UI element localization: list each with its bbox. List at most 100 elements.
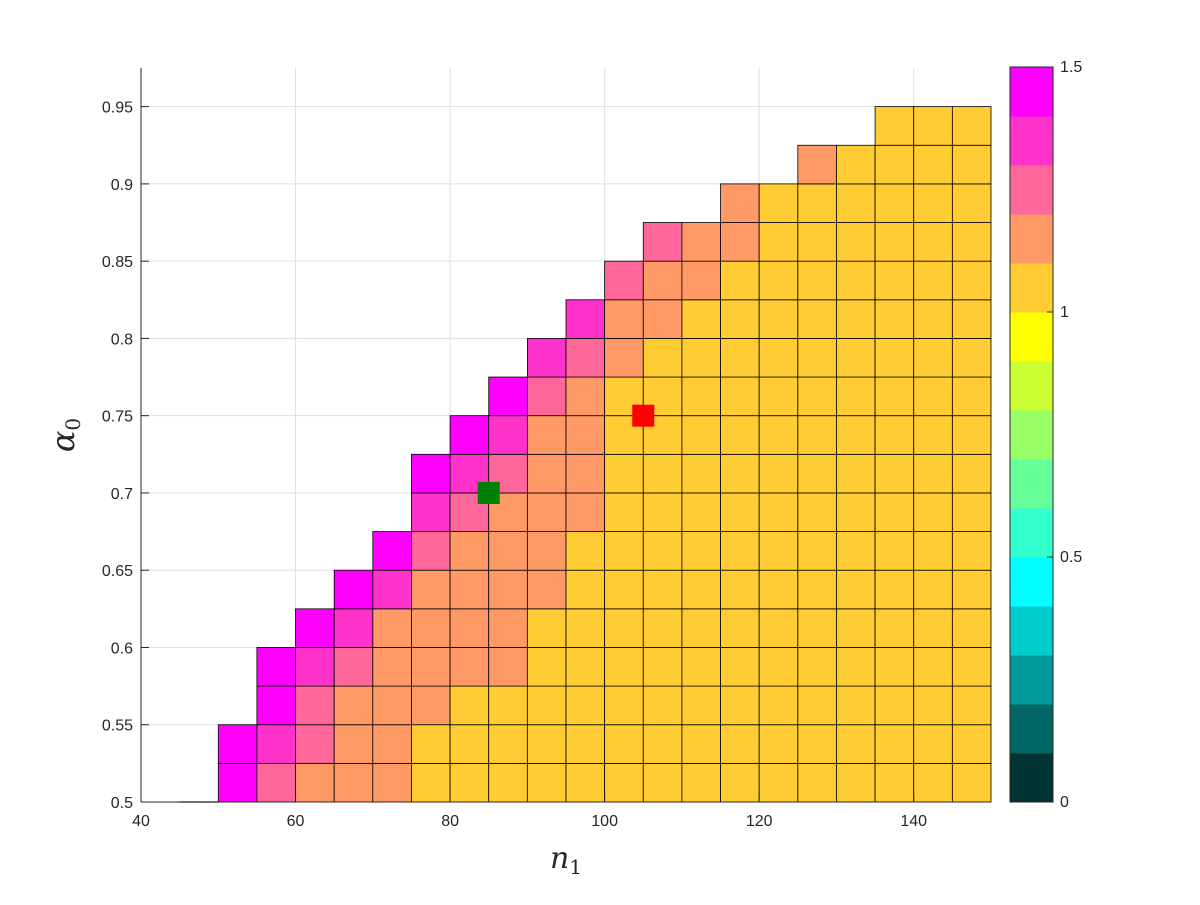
heatmap-cell: [913, 724, 953, 764]
colorbar-tick-label: 1.5: [1060, 59, 1082, 76]
heatmap-cell: [951, 453, 992, 494]
heatmap-cell: [797, 608, 837, 648]
x-axis-title: n1: [550, 841, 582, 879]
heatmap-cell: [758, 531, 799, 571]
y-tick-label: 0.85: [102, 254, 133, 271]
colorbar-segment: [1010, 655, 1053, 705]
heatmap-cell: [720, 531, 760, 571]
heatmap-cell: [836, 415, 876, 455]
y-tick-label: 0.65: [102, 563, 133, 580]
heatmap-cell: [720, 376, 760, 417]
colorbar-segment: [1010, 165, 1053, 215]
heatmap-cell: [874, 260, 915, 301]
heatmap-cell: [720, 338, 760, 378]
heatmap-cell: [913, 453, 953, 494]
y-axis-title-group: α0: [44, 418, 85, 452]
heatmap-cell: [642, 647, 683, 687]
heatmap-cell: [720, 299, 760, 339]
heatmap-cell: [526, 453, 567, 494]
colorbar-segment: [1010, 459, 1053, 509]
heatmap-cell: [797, 685, 837, 726]
heatmap-cell: [604, 492, 644, 532]
heatmap-cell: [874, 569, 915, 610]
heatmap-cell: [642, 453, 683, 494]
heatmap-cell: [526, 338, 567, 378]
heatmap-cell: [797, 415, 837, 455]
heatmap-cell: [720, 724, 760, 764]
heatmap-cell: [488, 376, 528, 417]
heatmap-cell: [836, 724, 876, 764]
heatmap-cell: [951, 569, 992, 610]
heatmap-cell: [797, 724, 837, 764]
heatmap-cell: [874, 608, 915, 648]
heatmap-cell: [295, 608, 335, 648]
heatmap-cell: [565, 415, 606, 455]
heatmap-cell: [372, 531, 412, 571]
colorbar-segment: [1010, 312, 1053, 362]
heatmap-cell: [681, 685, 721, 726]
heatmap-cell: [874, 222, 915, 262]
heatmap-cell: [797, 299, 837, 339]
heatmap-cell: [681, 569, 721, 610]
y-tick-label: 0.7: [111, 486, 133, 503]
heatmap-cell: [720, 685, 760, 726]
colorbar: 0 0.5 1 1.5: [1009, 59, 1082, 811]
heatmap-cell: [604, 260, 644, 301]
heatmap-cell: [681, 222, 721, 262]
heatmap-cell: [874, 531, 915, 571]
heatmap-cell: [874, 376, 915, 417]
heatmap-cell: [758, 685, 799, 726]
heatmap-cell: [488, 531, 528, 571]
heatmap-cell: [836, 492, 876, 532]
heatmap-cell: [449, 608, 490, 648]
heatmap-cell: [758, 492, 799, 532]
heatmap-cell: [758, 647, 799, 687]
heatmap-cell: [217, 762, 258, 803]
colorbar-segment: [1010, 116, 1053, 166]
y-axis-title: α0: [44, 418, 85, 452]
heatmap-cell: [758, 415, 799, 455]
heatmap-cell: [333, 724, 374, 764]
heatmap-cell: [836, 608, 876, 648]
heatmap-cell: [565, 569, 606, 610]
heatmap-cell: [874, 106, 915, 146]
heatmap-cell: [565, 338, 606, 378]
heatmap-cell: [720, 415, 760, 455]
heatmap-cell: [488, 608, 528, 648]
heatmap-cell: [720, 183, 760, 223]
heatmap-cell: [449, 762, 490, 803]
heatmap-cell: [874, 144, 915, 185]
heatmap-cell: [836, 531, 876, 571]
colorbar-tick-label: 0.5: [1060, 549, 1082, 566]
heatmap-cell: [642, 608, 683, 648]
heatmap-cell: [642, 685, 683, 726]
heatmap-cell: [604, 647, 644, 687]
colorbar-frame: [1009, 66, 1054, 803]
heatmap-cell: [797, 531, 837, 571]
heatmap-cell: [951, 183, 992, 223]
heatmap-cell: [836, 260, 876, 301]
heatmap-cell: [295, 647, 335, 687]
heatmap-cell: [681, 376, 721, 417]
heatmap-cell: [797, 762, 837, 803]
axes: 40 60 80 100 120 140 0.5 0.55 0.6 0.65 0.7 0.75 0.8 0…: [102, 68, 991, 830]
y-tick-label: 0.9: [111, 177, 133, 194]
heatmap-cell: [797, 569, 837, 610]
heatmap-cell: [488, 724, 528, 764]
heatmap-cell: [797, 376, 837, 417]
heatmap-cell: [372, 647, 412, 687]
heatmap-cell: [681, 338, 721, 378]
heatmap-cell: [874, 685, 915, 726]
heatmap-cell: [758, 376, 799, 417]
heatmap-cell: [758, 183, 799, 223]
heatmap-cell: [565, 762, 606, 803]
heatmap-cell: [488, 647, 528, 687]
heatmap-cell: [256, 685, 296, 726]
heatmap-cell: [720, 762, 760, 803]
colorbar-segment: [1010, 214, 1053, 264]
heatmap-cell: [411, 492, 451, 532]
heatmap-cell: [449, 531, 490, 571]
heatmap-cell: [372, 685, 412, 726]
y-tick-label: 0.8: [111, 331, 133, 348]
heatmap-cell: [333, 762, 374, 803]
